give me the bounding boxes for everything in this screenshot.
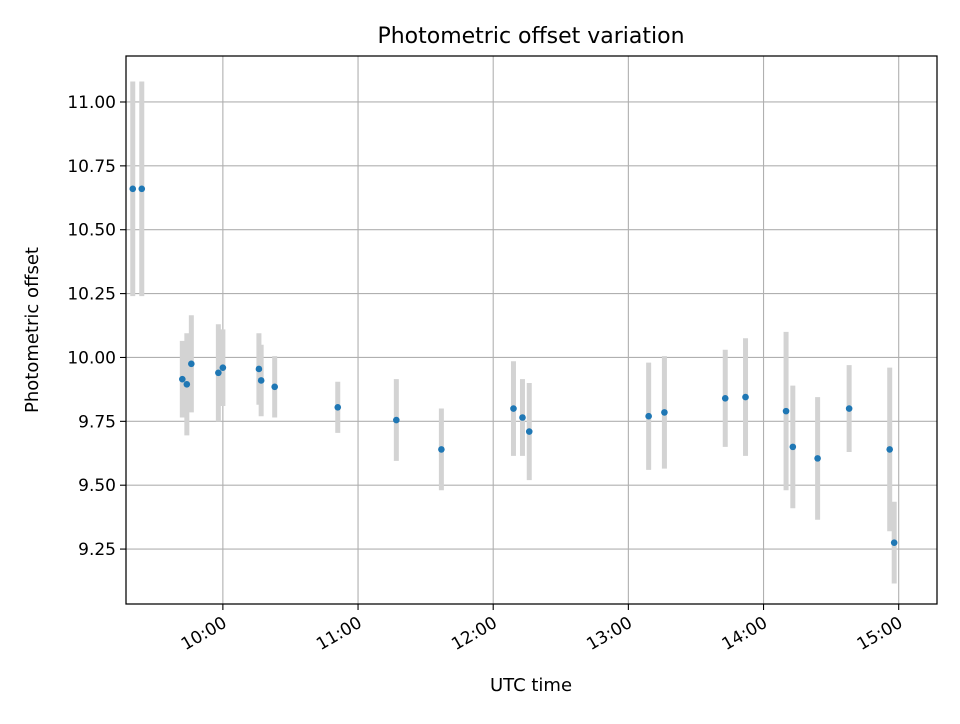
data-points bbox=[129, 185, 898, 546]
data-point bbox=[510, 405, 517, 412]
data-point bbox=[886, 446, 893, 453]
y-tick-label: 11.00 bbox=[67, 93, 116, 113]
data-point bbox=[645, 412, 652, 420]
data-point bbox=[814, 455, 821, 462]
grid bbox=[126, 56, 937, 604]
y-axis-label: Photometric offset bbox=[22, 247, 43, 413]
y-tick-label: 10.50 bbox=[67, 221, 116, 241]
y-tick-label: 10.75 bbox=[67, 157, 116, 177]
data-point bbox=[215, 369, 222, 377]
plot-frame bbox=[125, 55, 938, 605]
data-point bbox=[782, 407, 790, 415]
data-point bbox=[219, 364, 227, 371]
y-tick-label: 9.25 bbox=[78, 540, 116, 560]
data-point bbox=[255, 365, 263, 373]
y-tick-label: 9.50 bbox=[78, 476, 116, 496]
data-point bbox=[525, 428, 533, 435]
data-point bbox=[188, 360, 195, 368]
x-axis-label: UTC time bbox=[490, 675, 572, 696]
y-tick-label: 10.25 bbox=[67, 285, 116, 305]
data-point bbox=[890, 539, 898, 546]
data-point bbox=[519, 414, 526, 421]
data-point bbox=[845, 405, 853, 412]
data-point bbox=[179, 375, 186, 383]
data-point bbox=[183, 380, 191, 388]
data-point bbox=[789, 443, 797, 451]
data-point bbox=[129, 185, 137, 193]
chart-title: Photometric offset variation bbox=[377, 24, 684, 49]
data-point bbox=[438, 446, 445, 453]
data-point bbox=[721, 395, 729, 402]
data-point bbox=[661, 409, 668, 416]
y-tick-label: 9.75 bbox=[78, 412, 116, 432]
data-point bbox=[393, 416, 400, 424]
data-point bbox=[138, 185, 146, 193]
y-tick-label: 10.00 bbox=[67, 348, 116, 368]
y-axis-ticks: 9.25 9.50 9.75 10.00 10.25 10.50 10.75 11.00 bbox=[67, 93, 126, 560]
data-point bbox=[334, 403, 342, 411]
data-point bbox=[257, 377, 265, 384]
data-point bbox=[742, 393, 749, 401]
data-point bbox=[271, 383, 278, 391]
